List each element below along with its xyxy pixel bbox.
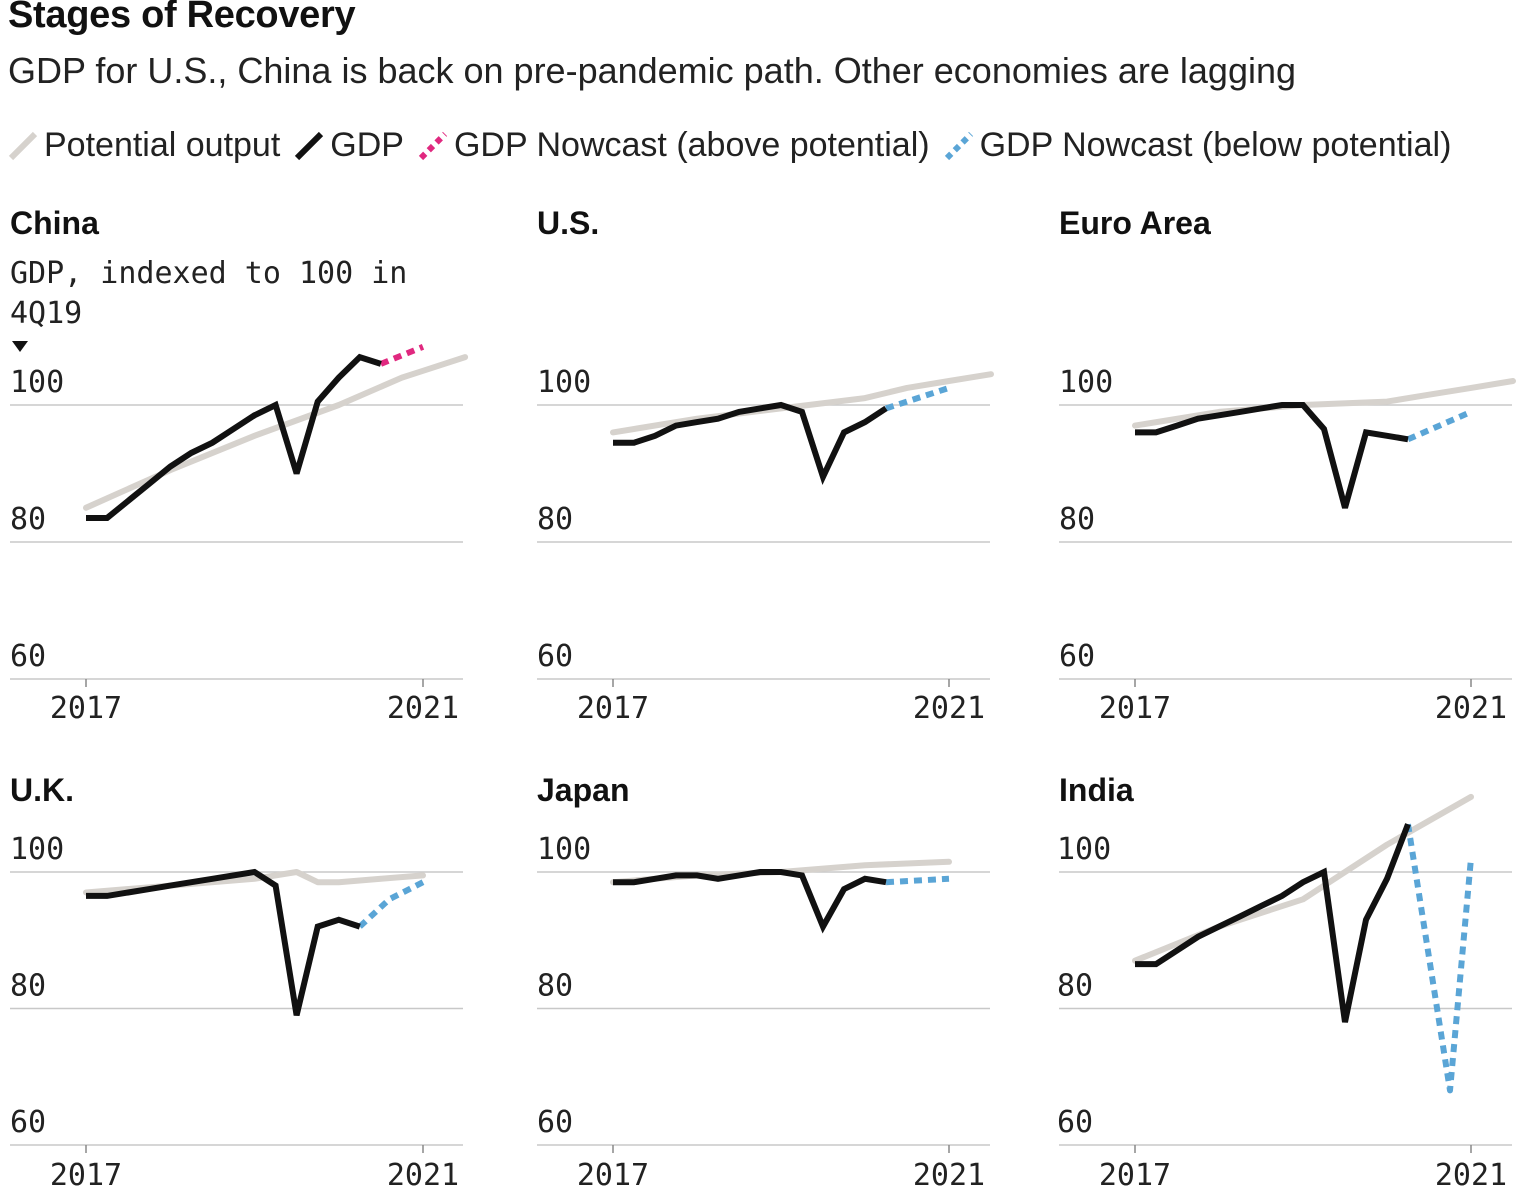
japan-ytick-100: 100 bbox=[537, 832, 591, 867]
panel-title-china: China bbox=[10, 205, 99, 241]
u-s-ytick-80: 80 bbox=[537, 502, 573, 537]
china-nowcast-line bbox=[379, 344, 425, 367]
chart-subtitle: GDP for U.S., China is back on pre-pande… bbox=[8, 50, 1297, 91]
india-xtick-2021: 2021 bbox=[1435, 1158, 1507, 1193]
euro-area-ytick-100: 100 bbox=[1059, 365, 1113, 400]
legend-item-nowcast-above: GDP Nowcast (above potential) bbox=[418, 126, 930, 165]
legend-label-potential: Potential output bbox=[44, 126, 281, 164]
unit-note: GDP, indexed to 100 in 4Q19 bbox=[10, 256, 408, 331]
euro-area-xtick-2021: 2021 bbox=[1435, 691, 1507, 726]
chart-title: Stages of Recovery bbox=[8, 0, 356, 36]
u-k-nowcast-line bbox=[357, 879, 425, 929]
japan-xtick-2021: 2021 bbox=[913, 1158, 985, 1193]
legend-item-potential: Potential output bbox=[8, 126, 280, 165]
u-s-ytick-60: 60 bbox=[537, 639, 573, 674]
india-ytick-100: 100 bbox=[1057, 832, 1111, 867]
japan-gdp-line bbox=[613, 869, 887, 934]
gdp-swatch-icon bbox=[295, 131, 324, 160]
japan-xtick-2017: 2017 bbox=[577, 1158, 649, 1193]
u-s-ytick-100: 100 bbox=[537, 365, 591, 400]
legend-label-gdp: GDP bbox=[330, 126, 404, 164]
u-s-xtick-2021: 2021 bbox=[913, 691, 985, 726]
china-xtick-2021: 2021 bbox=[387, 691, 459, 726]
japan-ytick-80: 80 bbox=[537, 969, 573, 1004]
china-ytick-80: 80 bbox=[10, 502, 46, 537]
china-ytick-60: 60 bbox=[10, 639, 46, 674]
euro-area-nowcast-line bbox=[1406, 409, 1473, 443]
china-xtick-2017: 2017 bbox=[50, 691, 122, 726]
nowcast-below-swatch-icon bbox=[944, 131, 973, 160]
legend-label-nowcast-above: GDP Nowcast (above potential) bbox=[453, 126, 930, 164]
india-ytick-80: 80 bbox=[1057, 969, 1093, 1004]
japan-ytick-60: 60 bbox=[537, 1105, 573, 1140]
u-k-xtick-2021: 2021 bbox=[387, 1158, 459, 1193]
u-s-potential-line bbox=[610, 371, 994, 436]
legend: Potential output GDP GDP Nowcast (above … bbox=[8, 126, 1465, 165]
u-k-ytick-100: 100 bbox=[10, 832, 64, 867]
u-k-xtick-2017: 2017 bbox=[50, 1158, 122, 1193]
unit-arrow-icon bbox=[12, 341, 28, 352]
panel-title-euro-area: Euro Area bbox=[1059, 205, 1211, 241]
u-k-ytick-60: 60 bbox=[10, 1105, 46, 1140]
legend-item-gdp: GDP bbox=[294, 126, 404, 165]
legend-label-nowcast-below: GDP Nowcast (below potential) bbox=[979, 126, 1452, 164]
india-potential-line bbox=[1132, 793, 1474, 964]
euro-area-xtick-2017: 2017 bbox=[1099, 691, 1171, 726]
legend-item-nowcast-below: GDP Nowcast (below potential) bbox=[944, 126, 1452, 165]
japan-nowcast-line bbox=[885, 875, 950, 886]
panel-title-uk: U.K. bbox=[10, 772, 74, 808]
euro-area-ytick-60: 60 bbox=[1059, 639, 1095, 674]
india-ytick-60: 60 bbox=[1057, 1105, 1093, 1140]
india-nowcast-line bbox=[1405, 823, 1474, 1094]
india-xtick-2017: 2017 bbox=[1099, 1158, 1171, 1193]
euro-area-ytick-80: 80 bbox=[1059, 502, 1095, 537]
u-s-gdp-line bbox=[613, 401, 888, 486]
u-s-nowcast-line bbox=[885, 385, 950, 412]
china-ytick-100: 100 bbox=[10, 365, 64, 400]
panel-title-india: India bbox=[1059, 772, 1134, 808]
china-gdp-line bbox=[86, 353, 382, 521]
euro-area-gdp-line bbox=[1135, 402, 1409, 509]
potential-swatch-icon bbox=[8, 131, 38, 160]
india-gdp-line bbox=[1135, 823, 1411, 1023]
u-s-xtick-2017: 2017 bbox=[577, 691, 649, 726]
u-k-gdp-line bbox=[86, 868, 361, 1016]
euro-area-potential-line bbox=[1132, 378, 1516, 429]
panel-title-us: U.S. bbox=[537, 205, 600, 241]
panel-title-japan: Japan bbox=[537, 772, 630, 808]
u-k-ytick-80: 80 bbox=[10, 969, 46, 1004]
nowcast-above-swatch-icon bbox=[418, 131, 448, 160]
